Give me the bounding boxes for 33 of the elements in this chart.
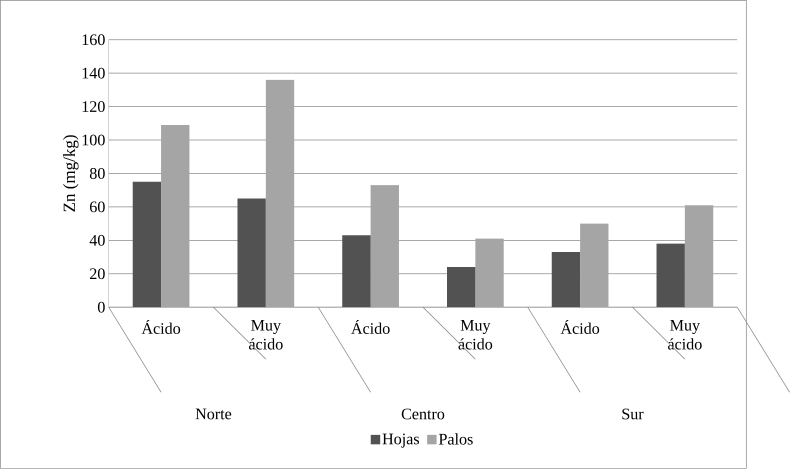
- bar: [266, 80, 294, 308]
- legend-label: Palos: [438, 433, 473, 445]
- bar: [580, 224, 608, 308]
- bar: [370, 185, 399, 308]
- x-tick-label: Muy ácido: [668, 320, 702, 350]
- bar: [475, 238, 504, 308]
- y-tick-label: 20: [90, 268, 105, 280]
- y-tick-label: 140: [82, 68, 105, 79]
- bar: [342, 235, 371, 308]
- bar: [237, 198, 266, 308]
- y-tick-label: 160: [82, 34, 105, 46]
- y-axis-title: Zn (mg/kg): [63, 135, 79, 212]
- bar: [446, 267, 476, 308]
- y-tick-label: 100: [82, 134, 105, 146]
- bar: [552, 252, 580, 308]
- text: Sur: [622, 408, 644, 420]
- bar: [656, 244, 685, 308]
- bar: [684, 205, 714, 308]
- legend-label: Hojas: [382, 434, 420, 448]
- text: Centro: [402, 408, 444, 420]
- y-tick-label: 0: [98, 302, 105, 313]
- x-tick-label: Muy ácido: [249, 320, 283, 350]
- bar: [132, 182, 162, 308]
- x-tick-label: Ácido: [560, 320, 600, 334]
- x-tick-label: Ácido: [142, 320, 180, 334]
- y-tick-label: 80: [90, 168, 105, 179]
- bar: [161, 125, 190, 308]
- text: Norte: [196, 408, 232, 420]
- y-tick-label: 40: [90, 234, 105, 246]
- x-tick-label: Muy ácido: [458, 320, 492, 350]
- y-tick-label: 120: [82, 101, 105, 112]
- x-tick-label: Ácido: [351, 320, 390, 334]
- y-tick-label: 60: [90, 202, 105, 212]
